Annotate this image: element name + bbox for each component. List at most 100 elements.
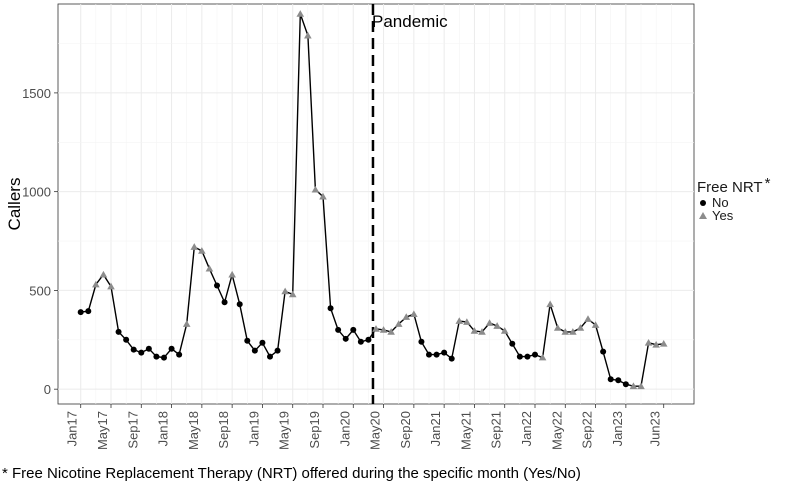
data-point-yes	[659, 339, 668, 347]
data-point-no	[214, 282, 220, 289]
data-point-no	[267, 353, 273, 360]
data-point-no	[251, 347, 258, 354]
data-point-no	[426, 351, 432, 358]
x-tick-label: Jan23	[610, 411, 625, 446]
data-point-no	[176, 351, 183, 358]
data-point-no	[433, 351, 440, 358]
data-point-no	[448, 355, 455, 362]
y-axis-label: Callers	[5, 178, 24, 231]
legend-title: Free NRT *	[697, 175, 770, 196]
x-tick-label: May21	[458, 411, 473, 450]
triangle-marker-icon	[697, 210, 709, 222]
legend-label-yes: Yes	[712, 208, 734, 223]
data-point-no	[236, 301, 243, 308]
data-point-no	[168, 345, 175, 352]
data-point-no	[85, 308, 92, 315]
data-point-yes	[319, 192, 327, 200]
data-point-no	[342, 335, 349, 342]
data-point-yes	[402, 313, 411, 320]
data-point-yes	[591, 321, 600, 328]
data-point-yes	[546, 300, 554, 308]
data-point-no	[153, 353, 160, 360]
y-tick-label: 1000	[22, 185, 51, 200]
data-point-no	[77, 309, 84, 316]
x-tick-label: Jun23	[648, 411, 663, 446]
data-point-yes	[190, 243, 199, 250]
x-tick-label: Sep20	[398, 411, 413, 449]
data-point-yes	[470, 327, 479, 334]
circle-marker-icon	[697, 197, 709, 209]
data-point-yes	[228, 270, 236, 278]
pandemic-annotation: Pandemic	[372, 12, 448, 31]
data-point-no	[365, 336, 372, 343]
data-point-yes	[493, 322, 501, 329]
x-tick-label: Jan19	[246, 411, 261, 446]
data-point-yes	[281, 287, 289, 295]
data-point-no	[516, 353, 523, 360]
x-tick-label: May17	[95, 411, 110, 450]
x-tick-label: Sep18	[216, 411, 231, 449]
data-point-yes	[644, 338, 653, 346]
data-point-no	[350, 326, 357, 333]
data-point-yes	[538, 353, 547, 361]
data-point-yes	[629, 382, 638, 390]
x-tick-label: Sep22	[580, 411, 595, 449]
data-point-yes	[296, 10, 305, 17]
x-tick-label: Sep21	[489, 411, 504, 449]
data-point-yes	[478, 328, 486, 335]
x-tick-label: Jan17	[65, 411, 80, 446]
data-point-yes	[455, 317, 464, 324]
data-point-group	[77, 10, 668, 390]
data-point-yes	[311, 185, 320, 193]
x-tick-label: May19	[277, 411, 292, 450]
data-point-no	[607, 376, 614, 383]
data-point-yes	[198, 247, 206, 254]
legend-label-no: No	[712, 195, 729, 210]
x-axis-ticks: Jan17 May17 Sep17 Jan18 May18 Sep18 Jan19 May19…	[65, 404, 665, 450]
data-point-no	[600, 348, 607, 355]
grid	[58, 4, 694, 404]
data-point-no	[123, 336, 130, 343]
data-point-no	[161, 354, 167, 361]
data-point-no	[524, 353, 531, 360]
data-point-no	[244, 337, 251, 344]
y-axis-ticks: 0 500 1000 1500	[22, 86, 58, 397]
y-tick-label: 500	[29, 283, 51, 298]
footnote: * Free Nicotine Replacement Therapy (NRT…	[2, 465, 581, 482]
data-point-no	[441, 349, 448, 356]
data-point-yes	[463, 318, 471, 325]
data-point-no	[509, 340, 516, 347]
data-point-yes	[561, 328, 570, 335]
data-point-no	[274, 347, 281, 354]
data-point-no	[115, 328, 122, 335]
data-point-no	[259, 339, 266, 346]
legend-item-yes: Yes	[697, 209, 770, 222]
legend-title-text: Free NRT	[697, 179, 763, 196]
x-tick-label: May20	[368, 411, 383, 450]
legend-item-no: No	[697, 196, 770, 209]
x-tick-label: Jan21	[428, 411, 443, 446]
data-point-yes	[205, 264, 214, 272]
x-tick-label: Sep17	[125, 411, 140, 449]
data-point-no	[532, 351, 538, 358]
y-tick-label: 0	[44, 382, 51, 397]
data-point-yes	[92, 280, 100, 288]
data-point-no	[327, 305, 334, 312]
data-point-yes	[576, 324, 585, 331]
data-point-yes	[372, 325, 380, 332]
x-tick-label: May22	[549, 411, 564, 450]
data-point-yes	[553, 324, 562, 331]
data-point-yes	[379, 326, 388, 333]
data-point-no	[130, 346, 137, 353]
x-tick-label: Sep19	[307, 411, 322, 449]
data-point-yes	[107, 282, 115, 290]
data-point-yes	[182, 320, 191, 327]
legend: Free NRT * No Yes	[697, 175, 770, 222]
x-tick-label: Jan22	[519, 411, 534, 446]
data-point-no	[622, 381, 629, 388]
data-point-yes	[99, 270, 108, 278]
data-point-yes	[652, 340, 660, 348]
data-point-yes	[584, 315, 592, 322]
data-point-no	[357, 338, 364, 345]
